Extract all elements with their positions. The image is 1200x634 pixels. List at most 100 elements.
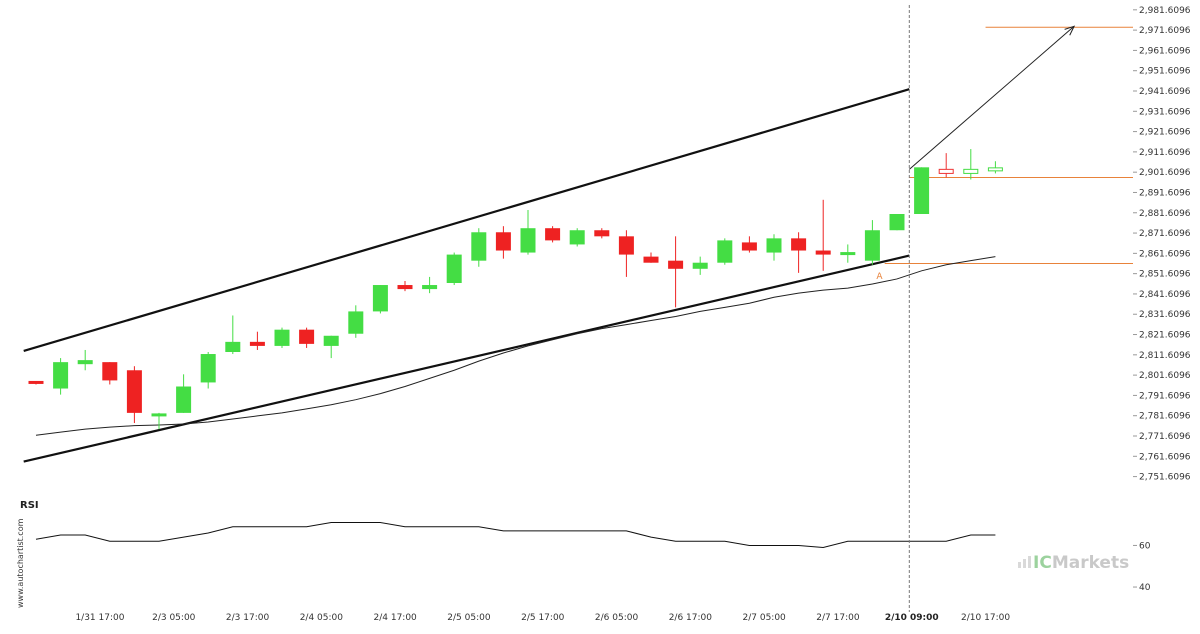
x-tick-label: 2/3 05:00	[152, 613, 196, 623]
candle-body	[545, 228, 561, 241]
candle	[668, 236, 684, 308]
candle	[372, 285, 388, 314]
candle-body	[323, 335, 339, 346]
candle-body	[643, 256, 659, 263]
candle	[692, 256, 708, 275]
candle-body	[766, 238, 782, 253]
forecast-arrow-line	[908, 25, 1075, 170]
candle-body	[397, 285, 413, 290]
candle	[176, 374, 192, 413]
candle	[225, 315, 241, 355]
x-tick-label: 1/31 17:00	[75, 613, 124, 623]
candle	[569, 228, 585, 247]
brand-markets: Markets	[1052, 553, 1129, 573]
y-tick-label: 2,941.6096	[1139, 87, 1191, 97]
candle-body	[225, 341, 241, 352]
x-tick-label: 2/6 05:00	[595, 613, 639, 623]
rsi-label: RSI	[20, 500, 39, 511]
x-tick-label: 2/4 05:00	[300, 613, 344, 623]
y-axis-labels: 2,981.6096 2,971.6096 2,961.6096 2,951.6096…	[1139, 6, 1191, 483]
y-tick-label: 2,751.6096	[1139, 473, 1191, 483]
candle	[422, 276, 438, 294]
y-tick-label: 2,871.6096	[1139, 229, 1191, 239]
x-tick-label: 2/10 17:00	[961, 613, 1010, 623]
y-tick-label: 2,981.6096	[1139, 6, 1191, 16]
candle-body	[692, 262, 708, 269]
y-tick-label: 2,971.6096	[1139, 26, 1191, 36]
svg-text:ICMarkets: ICMarkets	[1033, 553, 1129, 573]
rsi-panel: RSI 60 40	[20, 500, 1151, 593]
candle	[545, 226, 561, 243]
candle-body	[274, 329, 290, 346]
candle	[791, 232, 807, 273]
y-tick-label: 2,831.6096	[1139, 310, 1191, 320]
candle-body	[741, 242, 757, 251]
candle	[323, 335, 339, 359]
candle	[274, 327, 290, 348]
candle	[864, 220, 880, 265]
rsi-tick-label: 60	[1139, 541, 1151, 551]
candle-body	[200, 354, 216, 383]
candle	[28, 380, 44, 385]
y-tick-label: 2,881.6096	[1139, 209, 1191, 219]
y-tick-label: 2,811.6096	[1139, 351, 1191, 361]
candle-body	[864, 230, 880, 261]
y-tick-label: 2,961.6096	[1139, 46, 1191, 56]
y-tick-label: 2,851.6096	[1139, 270, 1191, 280]
y-tick-label: 2,891.6096	[1139, 188, 1191, 198]
candle-body	[963, 168, 979, 174]
x-tick-label: 2/3 17:00	[226, 613, 270, 623]
candle-body	[102, 362, 118, 381]
brand-logo: ICMarkets	[1018, 553, 1129, 573]
candle-body	[938, 168, 954, 174]
candle-body	[520, 228, 536, 253]
candle	[446, 252, 462, 286]
brand-bars-icon	[1018, 556, 1031, 568]
candle-body	[126, 370, 142, 413]
candle	[151, 412, 167, 430]
candle	[397, 280, 413, 292]
candle-body	[348, 311, 364, 334]
forecast-arrow: A	[876, 25, 1076, 282]
y-tick-label: 2,821.6096	[1139, 331, 1191, 341]
candle-body	[299, 329, 315, 344]
y-tick-label: 2,901.6096	[1139, 168, 1191, 178]
candle-body	[176, 386, 192, 413]
x-tick-label: 2/7 17:00	[816, 613, 860, 623]
candle-body	[914, 167, 930, 214]
forecast-arrow-head	[1064, 25, 1076, 36]
candle	[594, 228, 610, 239]
candle-body	[28, 380, 44, 384]
candle	[126, 366, 142, 424]
y-tick-label: 2,861.6096	[1139, 249, 1191, 259]
watermark-text: www.autochartist.com	[16, 518, 25, 608]
candle-body	[594, 230, 610, 237]
candle	[618, 230, 634, 277]
candle	[200, 352, 216, 389]
moving-average	[35, 256, 996, 436]
candle	[741, 236, 757, 253]
candle	[815, 199, 831, 271]
y-tick-label: 2,771.6096	[1139, 432, 1191, 442]
moving-average-line	[35, 256, 996, 436]
candle-body	[471, 232, 487, 261]
y-tick-label: 2,841.6096	[1139, 290, 1191, 300]
channel-upper-line	[23, 88, 910, 353]
candle-body	[815, 250, 831, 255]
price-channel	[23, 88, 910, 463]
x-tick-label: 2/4 17:00	[374, 613, 418, 623]
y-tick-label: 2,781.6096	[1139, 412, 1191, 422]
candle-body	[668, 260, 684, 269]
x-tick-label: 2/5 05:00	[447, 613, 491, 623]
y-tick-marks	[1133, 9, 1137, 478]
candle-body	[791, 238, 807, 251]
candle	[495, 226, 511, 259]
candle	[914, 167, 930, 214]
candle	[471, 228, 487, 267]
y-tick-label: 2,931.6096	[1139, 107, 1191, 117]
x-tick-label: 2/5 17:00	[521, 613, 565, 623]
candle	[766, 234, 782, 261]
x-tick-label: 2/10 09:00	[885, 613, 939, 623]
